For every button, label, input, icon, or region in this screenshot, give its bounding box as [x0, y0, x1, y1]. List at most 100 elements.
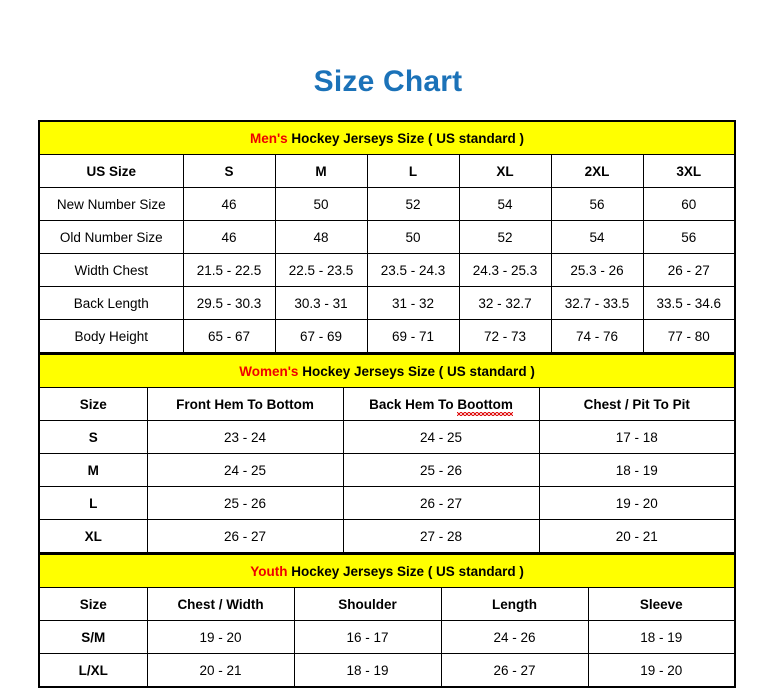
mens-cell: 46	[182, 220, 276, 254]
mens-row-label: Body Height	[38, 319, 184, 354]
womens-cell: 18 - 19	[538, 453, 736, 487]
womens-row-label: M	[38, 453, 148, 487]
size-tables-container: Men's Hockey Jerseys Size ( US standard …	[38, 120, 737, 688]
youth-col-header: Chest / Width	[146, 587, 295, 621]
mens-cell: 56	[550, 187, 644, 221]
youth-cell: 16 - 17	[293, 620, 442, 654]
table-row: New Number Size 46 50 52 54 56 60	[38, 187, 736, 221]
table-row: M 24 - 25 25 - 26 18 - 19	[38, 453, 736, 487]
womens-header-row: Size Front Hem To Bottom Back Hem To Boo…	[38, 387, 736, 421]
mens-row-label: Width Chest	[38, 253, 184, 287]
mens-cell: 21.5 - 22.5	[182, 253, 276, 287]
youth-section-band: Youth Hockey Jerseys Size ( US standard …	[38, 554, 736, 588]
table-row: XL 26 - 27 27 - 28 20 - 21	[38, 519, 736, 554]
mens-cell: 32.7 - 33.5	[550, 286, 644, 320]
table-row: Width Chest 21.5 - 22.5 22.5 - 23.5 23.5…	[38, 253, 736, 287]
youth-band-accent: Youth	[250, 563, 288, 579]
womens-cell: 25 - 26	[146, 486, 344, 520]
youth-cell: 19 - 20	[146, 620, 295, 654]
mens-cell: 30.3 - 31	[274, 286, 368, 320]
mens-cell: 52	[458, 220, 552, 254]
table-row: S 23 - 24 24 - 25 17 - 18	[38, 420, 736, 454]
youth-cell: 20 - 21	[146, 653, 295, 688]
mens-cell: 77 - 80	[642, 319, 736, 354]
mens-row-label: New Number Size	[38, 187, 184, 221]
table-row: Back Length 29.5 - 30.3 30.3 - 31 31 - 3…	[38, 286, 736, 320]
youth-col-header: Shoulder	[293, 587, 442, 621]
mens-cell: 56	[642, 220, 736, 254]
youth-row-label: L/XL	[38, 653, 148, 688]
mens-col-header: S	[182, 154, 276, 188]
mens-col-header: L	[366, 154, 460, 188]
youth-col-header: Size	[38, 587, 148, 621]
youth-cell: 18 - 19	[293, 653, 442, 688]
mens-cell: 31 - 32	[366, 286, 460, 320]
mens-cell: 72 - 73	[458, 319, 552, 354]
womens-col-header: Front Hem To Bottom	[146, 387, 344, 421]
womens-col-header-misspelled: Back Hem To Boottom	[342, 387, 540, 421]
womens-row-label: L	[38, 486, 148, 520]
table-row: Old Number Size 46 48 50 52 54 56	[38, 220, 736, 254]
youth-col-header: Length	[440, 587, 589, 621]
mens-cell: 50	[366, 220, 460, 254]
mens-col-header: M	[274, 154, 368, 188]
page-title: Size Chart	[313, 65, 463, 98]
youth-cell: 26 - 27	[440, 653, 589, 688]
mens-size-table: Men's Hockey Jerseys Size ( US standard …	[38, 120, 736, 354]
youth-row-label: S/M	[38, 620, 148, 654]
mens-cell: 74 - 76	[550, 319, 644, 354]
mens-cell: 24.3 - 25.3	[458, 253, 552, 287]
mens-col-header: 3XL	[642, 154, 736, 188]
youth-cell: 18 - 19	[587, 620, 736, 654]
womens-size-table: Women's Hockey Jerseys Size ( US standar…	[38, 354, 737, 554]
womens-cell: 26 - 27	[342, 486, 540, 520]
womens-row-label: XL	[38, 519, 148, 554]
mens-cell: 67 - 69	[274, 319, 368, 354]
mens-row-label: Back Length	[38, 286, 184, 320]
table-row: L/XL 20 - 21 18 - 19 26 - 27 19 - 20	[38, 653, 736, 688]
mens-cell: 26 - 27	[642, 253, 736, 287]
womens-cell: 24 - 25	[342, 420, 540, 454]
mens-col-header: 2XL	[550, 154, 644, 188]
womens-cell: 17 - 18	[538, 420, 736, 454]
mens-cell: 48	[274, 220, 368, 254]
mens-cell: 60	[642, 187, 736, 221]
table-row: Body Height 65 - 67 67 - 69 69 - 71 72 -…	[38, 319, 736, 354]
mens-cell: 54	[458, 187, 552, 221]
mens-section-band: Men's Hockey Jerseys Size ( US standard …	[38, 120, 736, 155]
youth-size-table: Youth Hockey Jerseys Size ( US standard …	[38, 554, 737, 688]
mens-cell: 23.5 - 24.3	[366, 253, 460, 287]
womens-cell: 25 - 26	[342, 453, 540, 487]
mens-cell: 52	[366, 187, 460, 221]
mens-col-header: XL	[458, 154, 552, 188]
mens-cell: 69 - 71	[366, 319, 460, 354]
mens-cell: 29.5 - 30.3	[182, 286, 276, 320]
womens-col-header: Chest / Pit To Pit	[538, 387, 736, 421]
mens-cell: 22.5 - 23.5	[274, 253, 368, 287]
womens-cell: 27 - 28	[342, 519, 540, 554]
youth-col-header: Sleeve	[587, 587, 736, 621]
mens-col-header: US Size	[38, 154, 184, 188]
table-row: L 25 - 26 26 - 27 19 - 20	[38, 486, 736, 520]
youth-section-band-row: Youth Hockey Jerseys Size ( US standard …	[38, 554, 736, 588]
womens-band-accent: Women's	[239, 363, 299, 379]
mens-cell: 25.3 - 26	[550, 253, 644, 287]
spellcheck-underline: Boottom	[457, 396, 514, 416]
mens-band-rest: Hockey Jerseys Size ( US standard )	[287, 130, 525, 146]
womens-cell: 26 - 27	[146, 519, 344, 554]
womens-col-header: Size	[38, 387, 148, 421]
mens-header-row: US Size S M L XL 2XL 3XL	[38, 154, 736, 188]
womens-cell: 24 - 25	[146, 453, 344, 487]
womens-section-band-row: Women's Hockey Jerseys Size ( US standar…	[38, 354, 736, 388]
mens-row-label: Old Number Size	[38, 220, 184, 254]
youth-band-rest: Hockey Jerseys Size ( US standard )	[287, 563, 524, 579]
mens-band-accent: Men's	[249, 130, 288, 146]
womens-section-band: Women's Hockey Jerseys Size ( US standar…	[38, 354, 736, 388]
youth-cell: 19 - 20	[587, 653, 736, 688]
womens-band-rest: Hockey Jerseys Size ( US standard )	[298, 363, 535, 379]
mens-cell: 54	[550, 220, 644, 254]
mens-cell: 46	[182, 187, 276, 221]
womens-row-label: S	[38, 420, 148, 454]
womens-cell: 23 - 24	[146, 420, 344, 454]
